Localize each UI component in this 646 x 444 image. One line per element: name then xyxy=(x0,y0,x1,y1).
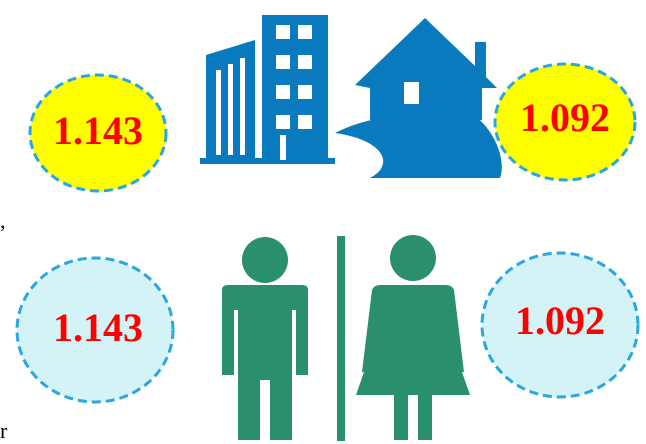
female-icon xyxy=(356,235,470,440)
village-icon xyxy=(335,18,502,178)
value: 1.092 xyxy=(520,95,610,140)
badge xyxy=(493,62,637,182)
value: 1.143 xyxy=(53,305,143,350)
edge-text: r xyxy=(0,418,8,443)
value: 1.143 xyxy=(53,108,143,153)
door xyxy=(404,82,419,104)
badge xyxy=(480,251,640,399)
male-icon xyxy=(222,237,308,440)
badge xyxy=(28,73,168,193)
edge-text: , xyxy=(0,208,6,233)
divider xyxy=(337,236,345,441)
windows xyxy=(216,25,312,160)
badge xyxy=(15,256,175,404)
value: 1.092 xyxy=(515,298,605,343)
